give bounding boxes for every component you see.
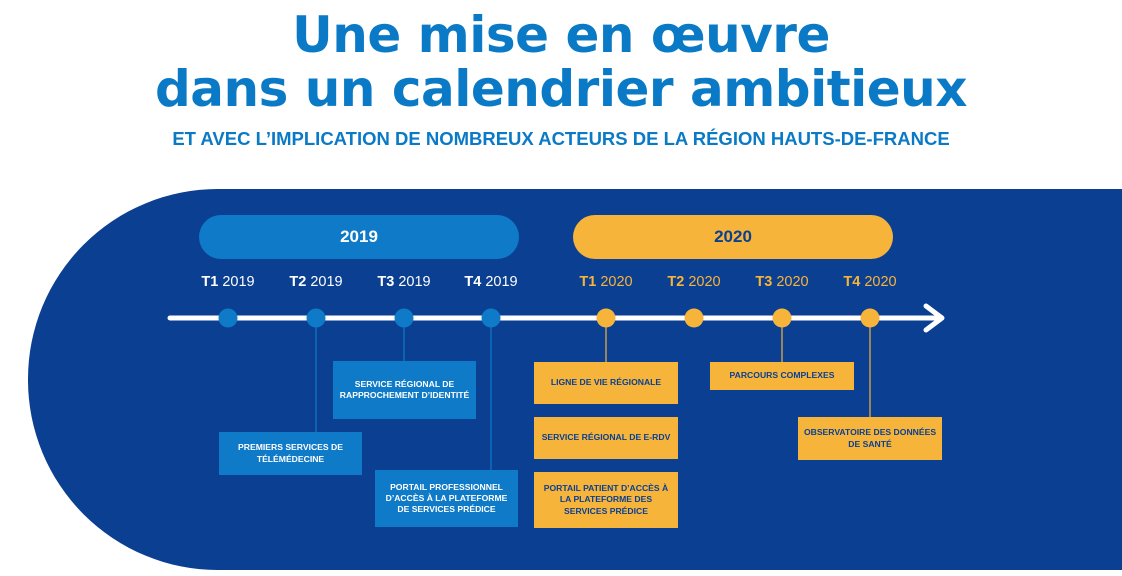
- quarter-label-t2-2020: T2 2020: [667, 274, 721, 290]
- quarter-label-t4-2020: T4 2020: [843, 274, 897, 290]
- quarter-label-t1-2019: T1 2019: [201, 274, 255, 290]
- marker-t2-2019: [306, 308, 326, 328]
- quarter-label-t2-2019: T2 2019: [289, 274, 343, 290]
- marker-t3-2020: [772, 308, 792, 328]
- quarter-label-t3-2019: T3 2019: [377, 274, 431, 290]
- marker-t2-2020: [684, 308, 704, 328]
- milestone-e-rdv: Service régional de E-RDV: [534, 417, 678, 459]
- quarter-label-t1-2020: T1 2020: [579, 274, 633, 290]
- page-title-line-2: dans un calendrier ambitieux: [154, 60, 968, 118]
- quarter-label-t3-2020: T3 2020: [755, 274, 809, 290]
- axis-arrowhead: [923, 303, 945, 333]
- year-pill-2019: 2019: [199, 215, 519, 259]
- marker-t4-2019: [481, 308, 501, 328]
- milestone-rapprochement-identite: Service régional de rapprochement d’iden…: [333, 361, 476, 419]
- year-pill-2020: 2020: [573, 215, 893, 259]
- marker-t3-2019: [394, 308, 414, 328]
- page-subtitle: ET AVEC L’IMPLICATION DE NOMBREUX ACTEUR…: [172, 128, 950, 149]
- milestone-observatoire-donnees: Observatoire des données de santé: [798, 417, 942, 460]
- milestone-portail-professionnel: Portail professionnel d’accès à la plate…: [375, 470, 518, 527]
- milestone-premiers-services-telemedecine: Premiers services de télémédecine: [219, 432, 362, 475]
- marker-t4-2020: [860, 308, 880, 328]
- marker-t1-2019: [218, 308, 238, 328]
- milestone-ligne-de-vie: Ligne de vie régionale: [534, 362, 678, 404]
- milestone-portail-patient: Portail patient d’accès à la plateforme …: [534, 472, 678, 528]
- milestone-parcours-complexes: Parcours complexes: [710, 362, 854, 390]
- page-title-line-1: Une mise en œuvre: [292, 6, 830, 64]
- marker-t1-2020: [596, 308, 616, 328]
- quarter-label-t4-2019: T4 2019: [464, 274, 518, 290]
